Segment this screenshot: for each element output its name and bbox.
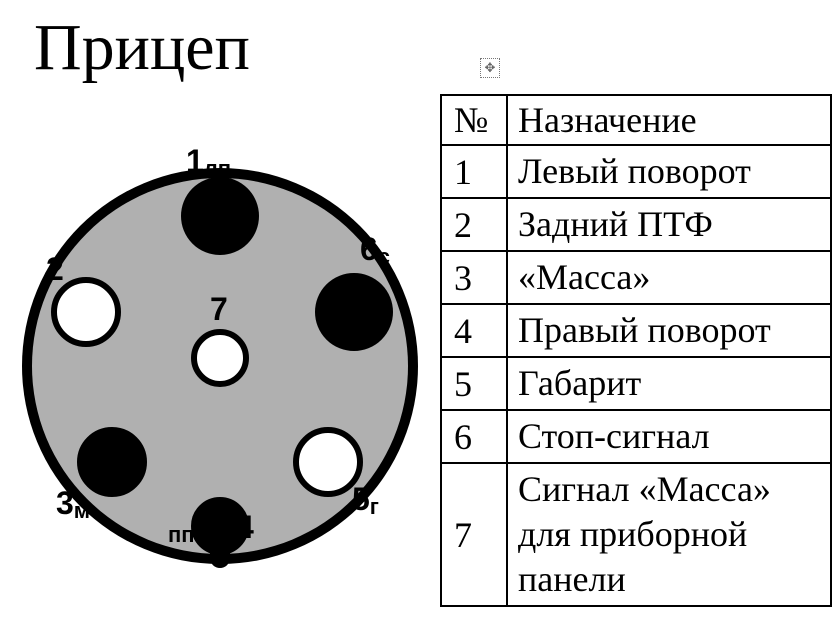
move-handle-icon: ✥: [480, 58, 500, 78]
header-desc: Назначение: [507, 95, 831, 145]
pin-6: [318, 276, 390, 348]
cell-desc: Габарит: [507, 357, 831, 410]
pin-2: [54, 280, 118, 344]
cell-desc: Стоп-сигнал: [507, 410, 831, 463]
pinout-table-wrap: ✥ № Назначение 1Левый поворот2Задний ПТФ…: [440, 86, 832, 624]
cell-desc: Задний ПТФ: [507, 198, 831, 251]
pin-7: [194, 332, 246, 384]
cell-num: 6: [441, 410, 507, 463]
pin-3: [80, 430, 144, 494]
pin-label-2: 2: [46, 251, 64, 287]
table-row: 2Задний ПТФ: [441, 198, 831, 251]
pin-prefix-4: пп: [168, 522, 195, 547]
header-num: №: [441, 95, 507, 145]
cell-desc: Правый поворот: [507, 304, 831, 357]
pin-label-1: 1лп: [186, 143, 231, 181]
page-title: Прицеп: [0, 0, 832, 86]
table-row: 1Левый поворот: [441, 145, 831, 198]
table-header-row: № Назначение: [441, 95, 831, 145]
table-row: 4Правый поворот: [441, 304, 831, 357]
table-row: 7Сигнал «Масса» для приборной панели: [441, 463, 831, 606]
content-row: 1лп23м4пп5г6с7 ✥ № Назначение 1Левый пов…: [0, 86, 832, 624]
pin-1: [184, 180, 256, 252]
table-row: 5Габарит: [441, 357, 831, 410]
cell-num: 7: [441, 463, 507, 606]
cell-num: 5: [441, 357, 507, 410]
pin-label-7: 7: [210, 291, 228, 327]
pinout-table-body: 1Левый поворот2Задний ПТФ3«Масса»4Правый…: [441, 145, 831, 606]
pin-label-4: 4: [236, 509, 254, 545]
connector-diagram: 1лп23м4пп5г6с7: [0, 86, 440, 624]
pin-label-6: 6с: [360, 231, 390, 269]
cell-desc: «Масса»: [507, 251, 831, 304]
cell-num: 1: [441, 145, 507, 198]
table-row: 6Стоп-сигнал: [441, 410, 831, 463]
cell-num: 2: [441, 198, 507, 251]
connector-svg: 1лп23м4пп5г6с7: [0, 86, 440, 606]
pin-5: [296, 430, 360, 494]
cell-desc: Левый поворот: [507, 145, 831, 198]
pinout-table: № Назначение 1Левый поворот2Задний ПТФ3«…: [440, 94, 832, 607]
cell-num: 3: [441, 251, 507, 304]
table-row: 3«Масса»: [441, 251, 831, 304]
cell-desc: Сигнал «Масса» для приборной панели: [507, 463, 831, 606]
cell-num: 4: [441, 304, 507, 357]
